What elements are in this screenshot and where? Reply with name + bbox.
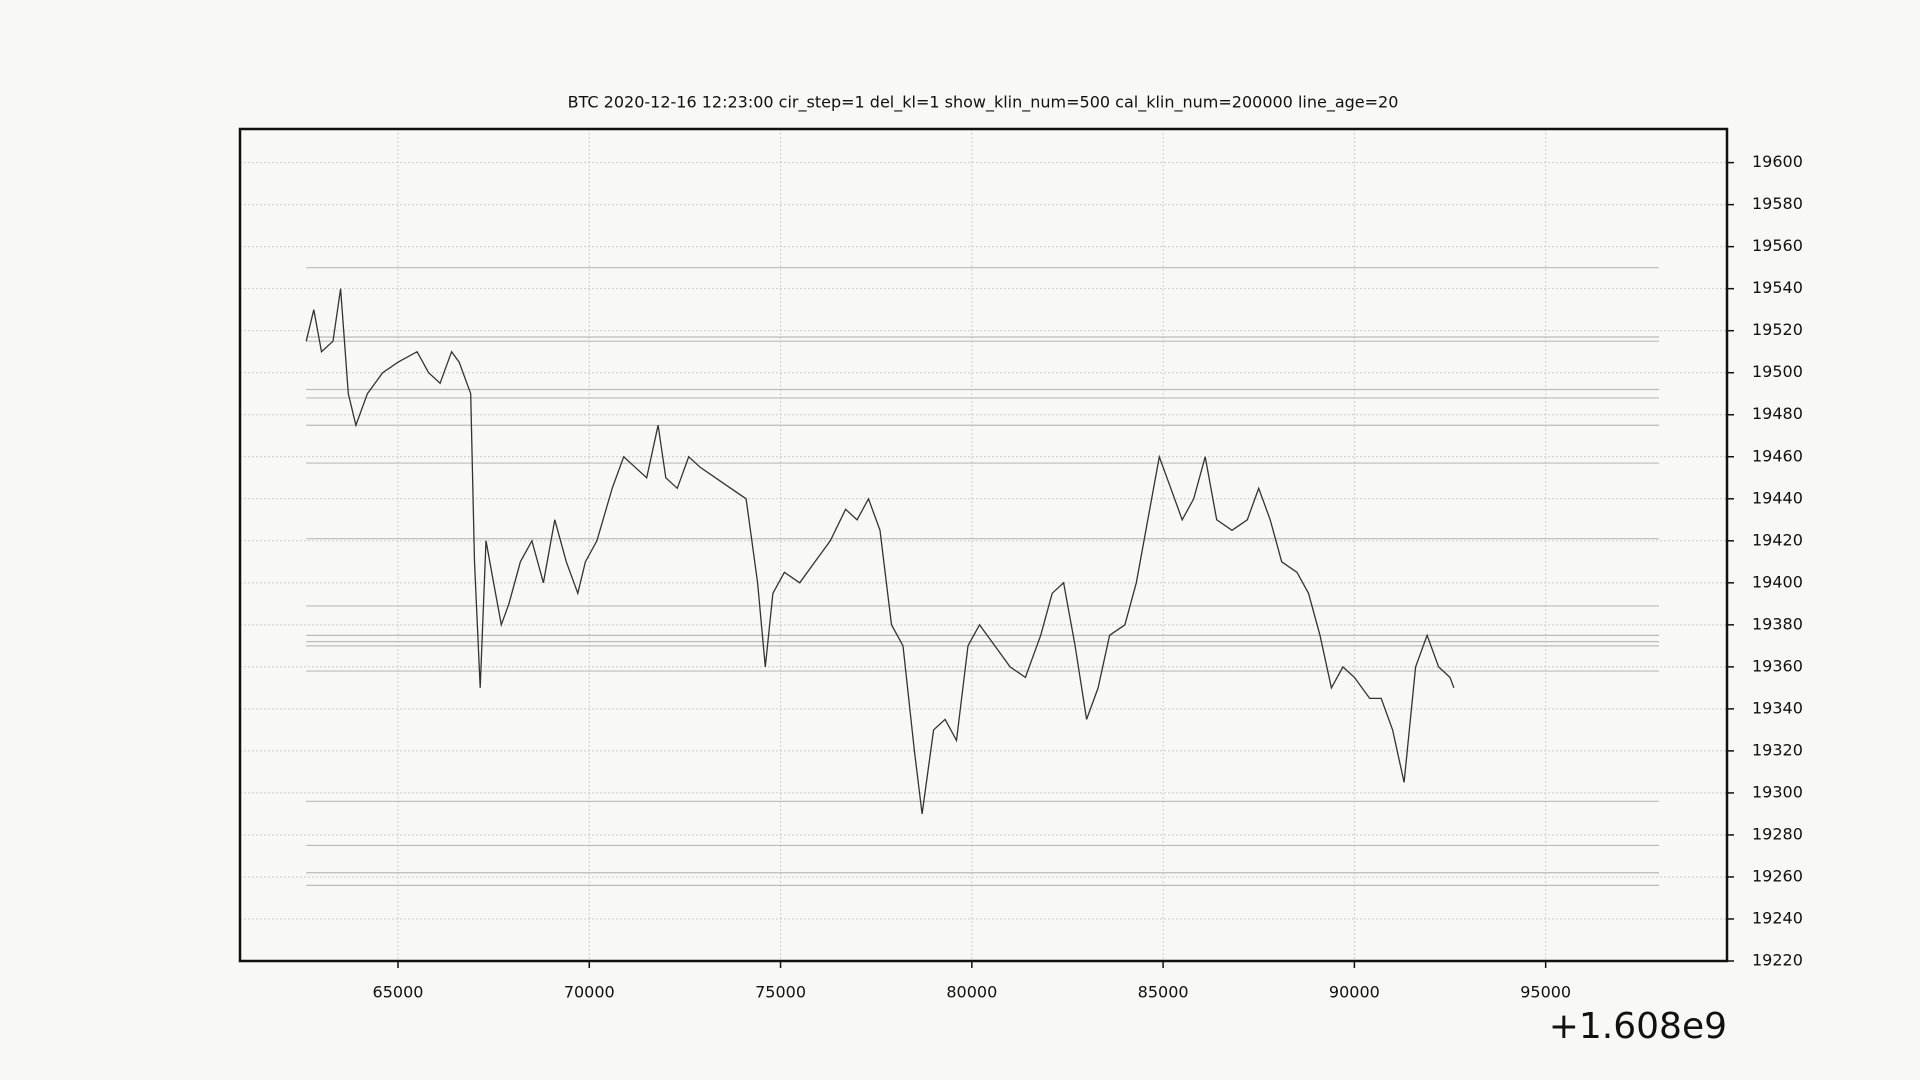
- y-tick-label: 19560: [1752, 236, 1803, 255]
- x-offset-label: +1.608e9: [1549, 1006, 1727, 1047]
- x-tick-label: 95000: [1520, 983, 1571, 1002]
- y-tick-label: 19440: [1752, 488, 1803, 507]
- y-tick-label: 19280: [1752, 824, 1803, 843]
- y-tick-label: 19320: [1752, 740, 1803, 759]
- x-tick-label: 80000: [946, 983, 997, 1002]
- y-tick-label: 19540: [1752, 278, 1803, 297]
- y-tick-label: 19500: [1752, 362, 1803, 381]
- chart-title: BTC 2020-12-16 12:23:00 cir_step=1 del_k…: [568, 93, 1399, 113]
- y-tick-label: 19340: [1752, 698, 1803, 717]
- x-tick-label: 90000: [1329, 983, 1380, 1002]
- y-tick-label: 19400: [1752, 572, 1803, 591]
- x-tick-label: 85000: [1138, 983, 1189, 1002]
- y-tick-label: 19240: [1752, 908, 1803, 927]
- y-tick-label: 19600: [1752, 152, 1803, 171]
- price-line: [305, 288, 1455, 814]
- x-tick-label: 75000: [755, 983, 806, 1002]
- y-tick-label: 19260: [1752, 866, 1803, 885]
- plot-frame: [238, 127, 1729, 963]
- x-tick-label: 65000: [373, 983, 424, 1002]
- y-tick-label: 19580: [1752, 194, 1803, 213]
- y-tick-label: 19360: [1752, 656, 1803, 675]
- y-tick-label: 19520: [1752, 320, 1803, 339]
- y-tick-label: 19380: [1752, 614, 1803, 633]
- y-tick-label: 19420: [1752, 530, 1803, 549]
- y-tick-label: 19480: [1752, 404, 1803, 423]
- y-tick-label: 19460: [1752, 446, 1803, 465]
- y-tick-label: 19220: [1752, 951, 1803, 970]
- y-tick-label: 19300: [1752, 782, 1803, 801]
- x-tick-label: 70000: [564, 983, 615, 1002]
